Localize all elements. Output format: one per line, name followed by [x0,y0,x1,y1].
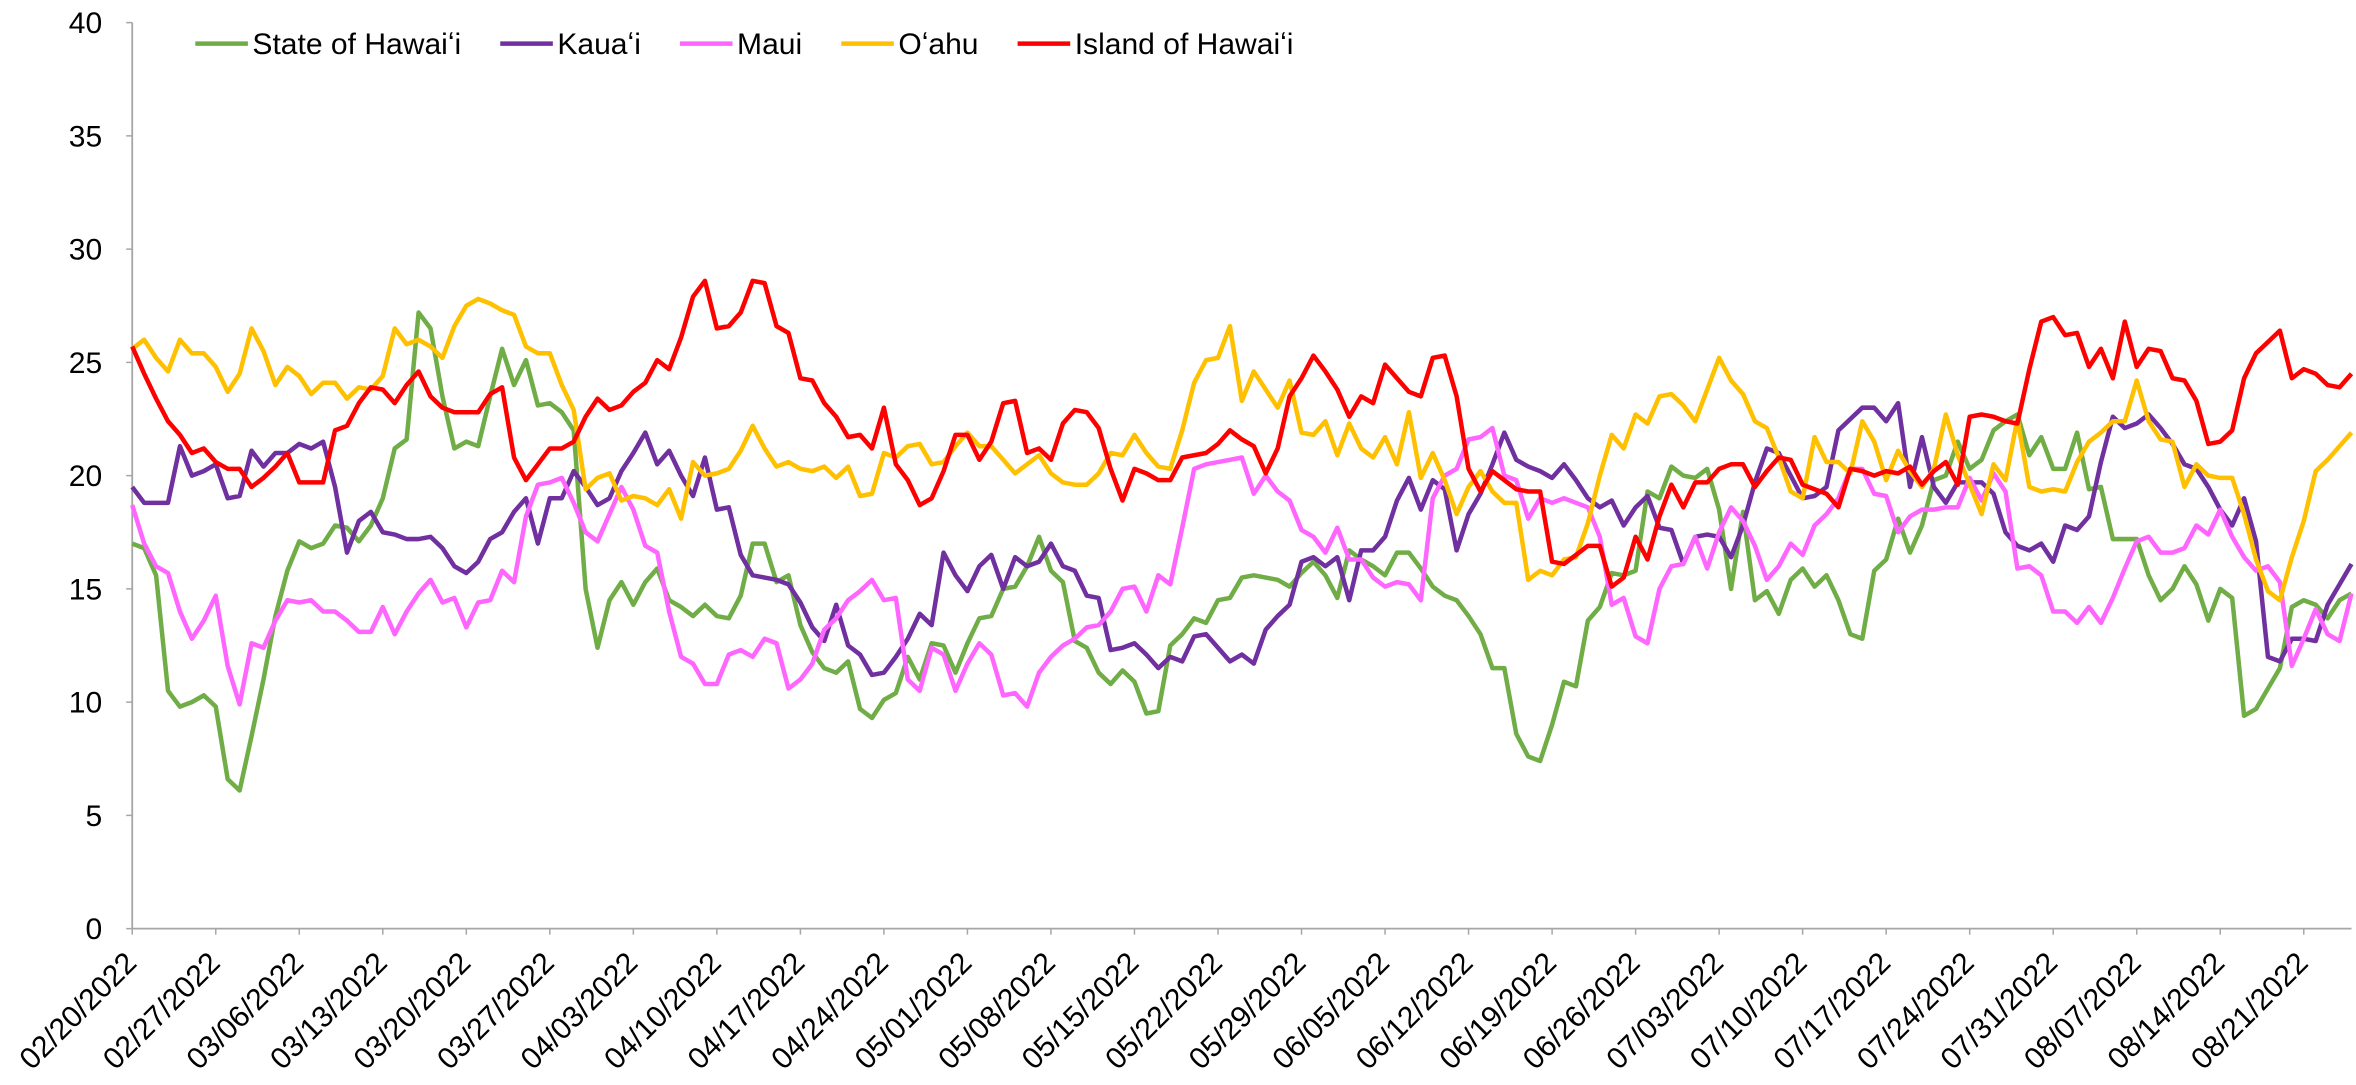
legend-label: Maui [737,28,802,61]
y-tick-label: 5 [85,800,102,833]
y-tick-label: 0 [85,913,102,946]
legend-label: Kauaʻi [557,28,641,61]
y-tick-label: 10 [69,687,102,720]
y-tick-label: 15 [69,573,102,606]
series-line [130,296,2354,603]
y-tick-label: 30 [69,234,102,267]
legend-label: Oʻahu [898,28,978,61]
series-line [130,278,2354,589]
y-tick-label: 20 [69,460,102,493]
legend-label: Island of Hawaiʻi [1075,28,1294,61]
series-line [131,310,2353,793]
y-tick-label: 35 [69,120,102,153]
legend-label: State of Hawaiʻi [252,28,461,61]
series-line [130,425,2354,709]
y-tick-label: 25 [69,347,102,380]
series-line [130,400,2354,678]
y-tick-label: 40 [69,7,102,40]
